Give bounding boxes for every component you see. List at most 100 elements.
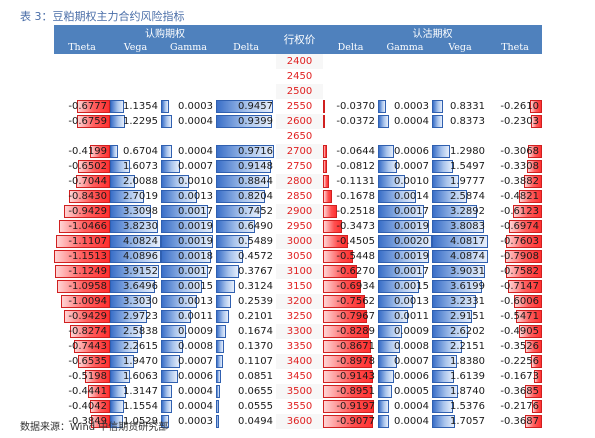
call-vega-bar	[110, 175, 136, 188]
strike-price: 2400	[276, 54, 323, 69]
strike-price: 2600	[276, 114, 323, 129]
call-theta-cell: -0.4441	[54, 384, 110, 399]
put-gamma-value: 0.0006	[394, 146, 429, 157]
call-vega-bar	[110, 355, 135, 368]
call-vega-cell: 3.3098	[110, 204, 161, 219]
put-theta-cell: -0.6006	[488, 294, 542, 309]
call-delta-value: 0.3124	[238, 281, 273, 292]
put-gamma-bar	[378, 205, 424, 218]
call-gamma-bar	[161, 235, 214, 248]
call-delta-cell: 0.5489	[216, 234, 276, 249]
put-delta-cell: -0.3473	[323, 219, 378, 234]
call-delta-bar	[216, 175, 270, 188]
call-delta-value: 0.1674	[238, 326, 273, 337]
call-delta-bar	[216, 370, 222, 383]
put-vega-value: 1.2980	[450, 146, 485, 157]
call-gamma-value: 0.0007	[178, 161, 213, 172]
call-delta-bar	[216, 265, 239, 278]
strike-price: 2450	[276, 69, 323, 84]
put-theta-value: -0.7908	[500, 251, 539, 262]
put-vega-bar	[432, 235, 488, 248]
put-delta-bar	[323, 160, 328, 173]
call-theta-value: -0.4441	[68, 386, 107, 397]
call-theta-cell: -1.0094	[54, 294, 110, 309]
put-theta-cell: -0.7582	[488, 264, 542, 279]
put-gamma-value: 0.0020	[394, 236, 429, 247]
call-gamma-cell: 0.0004	[161, 114, 216, 129]
call-theta-bar	[77, 115, 110, 128]
call-theta-bar	[84, 370, 110, 383]
put-vega-bar	[432, 415, 456, 428]
table-row: -1.1249 3.9152 0.0017 0.3767 3100 -0.6270 0.00…	[54, 264, 542, 279]
header-column-row: Theta Vega Gamma Delta Delta Gamma Vega …	[54, 40, 542, 54]
put-gamma-value: 0.0009	[394, 326, 429, 337]
put-vega-bar	[432, 340, 463, 353]
call-theta-cell: -0.9429	[54, 204, 110, 219]
put-gamma-value: 0.0005	[394, 386, 429, 397]
call-delta-cell: 0.8204	[216, 189, 276, 204]
call-theta-value: -0.6759	[68, 116, 107, 127]
call-theta-bar	[77, 100, 110, 113]
call-delta-bar	[216, 100, 273, 113]
call-vega-bar	[110, 145, 119, 158]
put-delta-value: -0.3473	[336, 221, 375, 232]
call-delta-cell: 0.2539	[216, 294, 276, 309]
put-theta-cell: -0.7603	[488, 234, 542, 249]
put-theta-bar	[504, 250, 542, 263]
put-gamma-value: 0.0017	[394, 206, 429, 217]
put-delta-bar	[323, 190, 333, 203]
put-gamma-bar	[378, 100, 387, 113]
call-delta-value: 0.7452	[238, 206, 273, 217]
table-row: -1.0466 3.8230 0.0019 0.6490 2950 -0.3473 0.00…	[54, 219, 542, 234]
put-gamma-bar	[378, 370, 395, 383]
call-gamma-value: 0.0013	[178, 296, 213, 307]
call-gamma-bar	[161, 385, 172, 398]
call-theta-cell: -0.5198	[54, 369, 110, 384]
put-delta-cell	[323, 129, 378, 144]
call-gamma-value: 0.0018	[178, 251, 213, 262]
call-delta-cell: 0.9457	[216, 99, 276, 114]
put-gamma-bar	[378, 175, 405, 188]
put-gamma-value: 0.0019	[394, 221, 429, 232]
strike-price: 3450	[276, 369, 323, 384]
call-vega-value: 3.3030	[123, 296, 158, 307]
table-row: -0.9429 2.9723 0.0011 0.2101 3250 -0.7967 0.00…	[54, 309, 542, 324]
put-theta-cell: -0.3526	[488, 339, 542, 354]
put-theta-cell: -0.3308	[488, 159, 542, 174]
put-theta-value: -0.4905	[500, 326, 539, 337]
table-row: -0.4199 0.6704 0.0004 0.9716 2700 -0.0644 0.00…	[54, 144, 542, 159]
strike-price: 3200	[276, 294, 323, 309]
call-delta-cell: 0.6490	[216, 219, 276, 234]
put-group-header: 认沽期权	[323, 25, 542, 40]
put-delta-value: -0.8289	[336, 326, 375, 337]
call-theta-value: -0.4199	[68, 146, 107, 157]
put-gamma-bar	[378, 235, 432, 248]
put-theta-bar	[506, 265, 542, 278]
put-gamma-cell	[378, 69, 432, 84]
call-vega-cell	[110, 84, 161, 99]
put-vega-cell: 3.8083	[432, 219, 488, 234]
call-delta-bar	[216, 400, 220, 413]
put-delta-cell: -0.7562	[323, 294, 378, 309]
put-delta-value: -0.5448	[336, 251, 375, 262]
put-gamma-value: 0.0004	[394, 416, 429, 427]
call-theta-bar	[78, 355, 110, 368]
call-vega-cell: 1.1354	[110, 99, 161, 114]
call-delta-value: 0.0851	[238, 371, 273, 382]
call-delta-bar	[216, 250, 244, 263]
call-theta-cell: -1.1107	[54, 234, 110, 249]
call-vega-bar	[110, 100, 125, 113]
strike-price: 3250	[276, 309, 323, 324]
call-delta-value: 0.1107	[238, 356, 273, 367]
call-vega-bar	[110, 295, 152, 308]
call-vega-cell: 2.0088	[110, 174, 161, 189]
call-theta-value: -0.8430	[68, 191, 107, 202]
call-gamma-value: 0.0004	[178, 386, 213, 397]
call-gamma-bar	[161, 145, 172, 158]
call-vega-cell: 2.5838	[110, 324, 161, 339]
put-delta-value: -0.4505	[336, 236, 375, 247]
table-row: 2400	[54, 54, 542, 69]
put-vega-cell	[432, 84, 488, 99]
put-theta-bar	[508, 280, 542, 293]
table-row: -1.1513 4.0896 0.0018 0.4572 3050 -0.5448 0.00…	[54, 249, 542, 264]
